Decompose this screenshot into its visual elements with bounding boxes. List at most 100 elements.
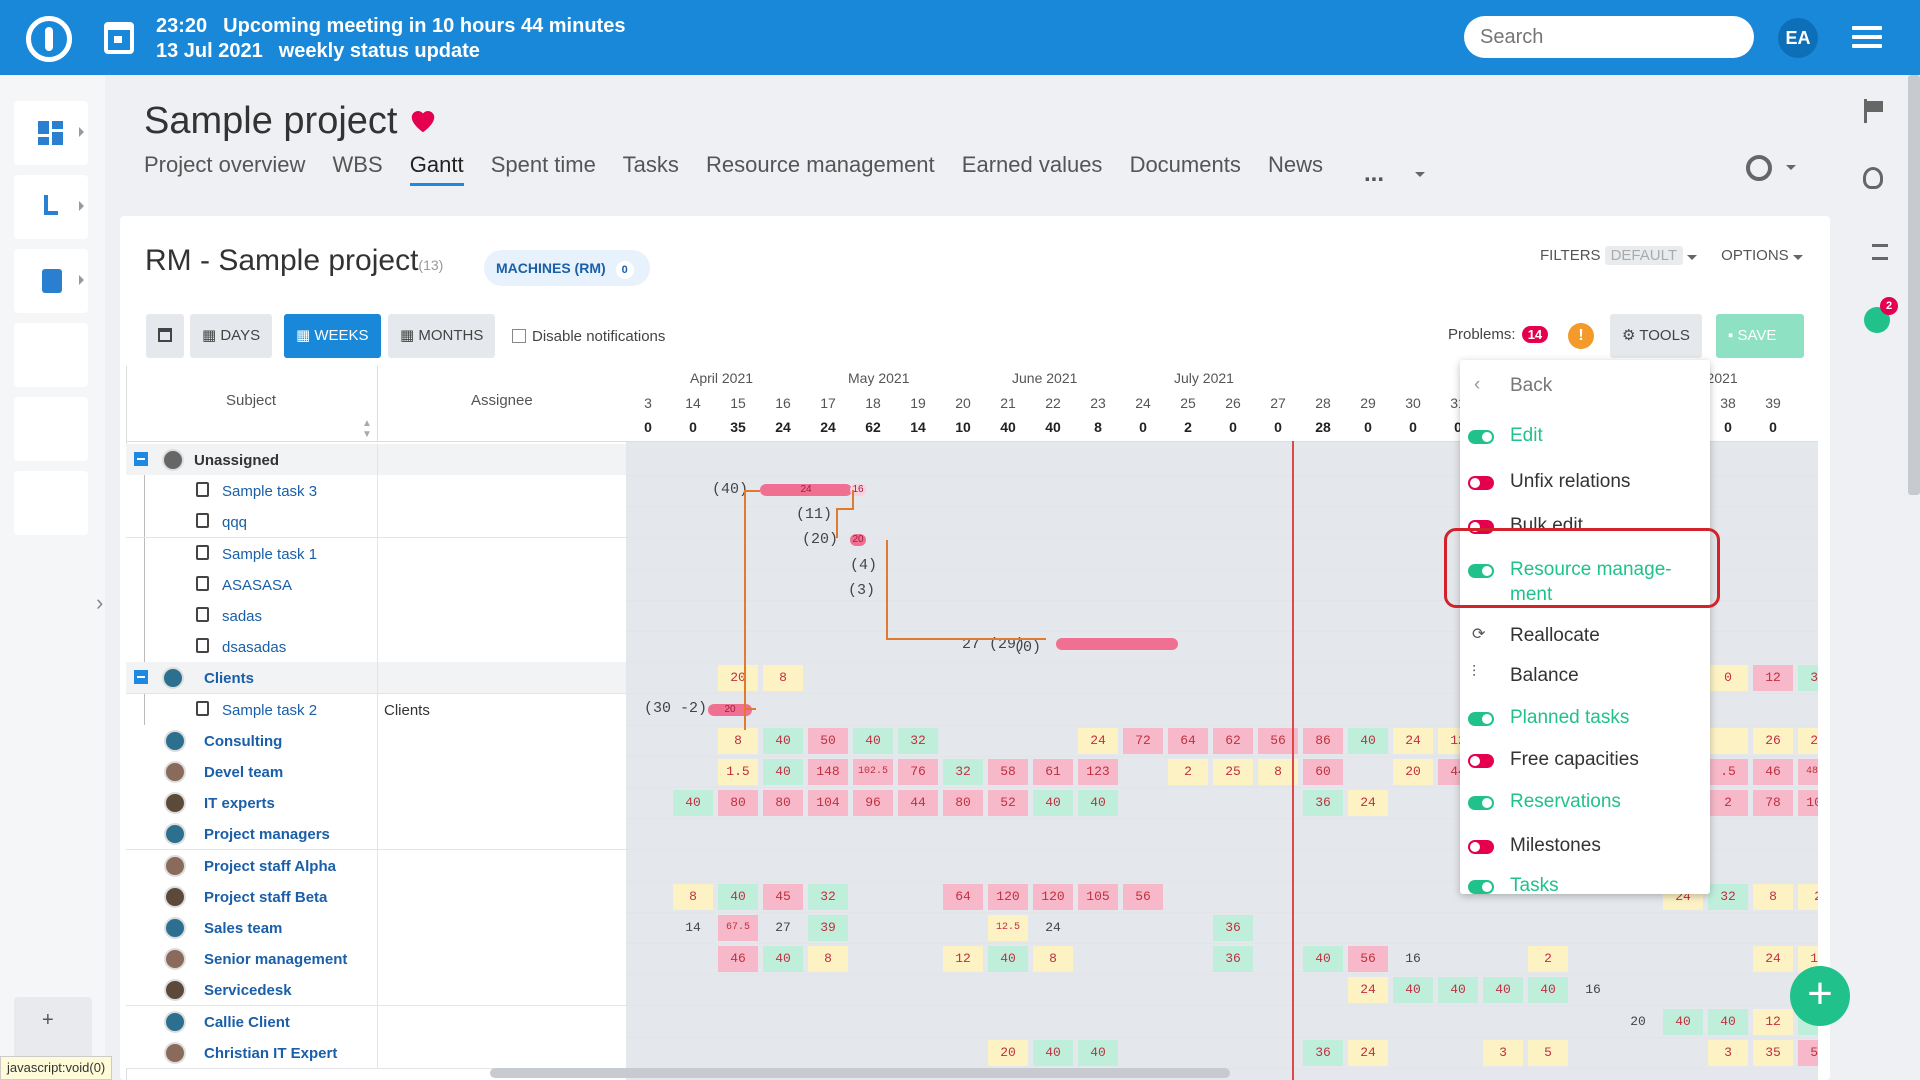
- project-settings-gear-icon[interactable]: [1746, 155, 1772, 181]
- capacity-cell[interactable]: 46: [1753, 759, 1793, 785]
- capacity-cell[interactable]: 8: [718, 727, 758, 754]
- capacity-cell[interactable]: 40: [1033, 790, 1073, 817]
- menu-item-planned-tasks[interactable]: Planned tasks: [1460, 698, 1710, 738]
- menu-item-free-capacities[interactable]: Free capacities: [1460, 740, 1710, 780]
- task-bar[interactable]: 24: [760, 484, 852, 496]
- toggle-off-icon[interactable]: [1468, 754, 1494, 768]
- menu-back[interactable]: ‹ Back: [1474, 374, 1553, 396]
- tab-wbs[interactable]: WBS: [332, 152, 383, 177]
- capacity-cell[interactable]: 24: [1753, 946, 1793, 973]
- capacity-cell[interactable]: 36: [1213, 946, 1253, 973]
- row-label[interactable]: Project staff Alpha: [204, 857, 336, 875]
- capacity-cell[interactable]: 36: [1303, 1039, 1343, 1066]
- capacity-cell[interactable]: 78: [1753, 790, 1793, 817]
- checklist-icon[interactable]: [1862, 241, 1888, 263]
- upcoming-meeting[interactable]: 23:20 Upcoming meeting in 10 hours 44 min…: [156, 14, 625, 64]
- tab-project-overview[interactable]: Project overview: [144, 152, 306, 177]
- capacity-cell[interactable]: 40: [1078, 790, 1118, 817]
- disable-notifications-checkbox[interactable]: Disable notifications: [512, 328, 665, 345]
- capacity-cell[interactable]: 24: [1078, 727, 1118, 754]
- sidebar-empty-slot-3[interactable]: [14, 471, 88, 535]
- capacity-cell[interactable]: 56: [1258, 727, 1298, 754]
- task-bar[interactable]: 20: [850, 534, 866, 546]
- capacity-cell[interactable]: 58: [988, 759, 1028, 785]
- capacity-cell[interactable]: 3: [1708, 1039, 1748, 1066]
- collapse-icon[interactable]: [134, 670, 148, 685]
- capacity-cell[interactable]: 5: [1528, 1039, 1568, 1066]
- tab-earned-values[interactable]: Earned values: [961, 152, 1103, 177]
- capacity-cell[interactable]: 50: [1798, 1039, 1818, 1066]
- capacity-cell[interactable]: 32: [808, 883, 848, 910]
- menu-item-reservations[interactable]: Reservations: [1460, 782, 1710, 822]
- capacity-cell[interactable]: 30: [1798, 665, 1818, 692]
- capacity-cell[interactable]: 45: [763, 883, 803, 910]
- tab-tasks[interactable]: Tasks: [622, 152, 679, 177]
- row-label[interactable]: Sample task 3: [222, 483, 318, 501]
- capacity-cell[interactable]: 16: [1798, 946, 1818, 973]
- calendar-picker-button[interactable]: [146, 314, 184, 358]
- capacity-cell[interactable]: 60: [1303, 759, 1343, 785]
- row-label[interactable]: qqq: [222, 514, 248, 532]
- problems-indicator[interactable]: Problems: 14: [1448, 326, 1549, 343]
- capacity-cell[interactable]: 32: [898, 727, 938, 754]
- capacity-cell[interactable]: 32: [943, 759, 983, 785]
- toggle-on-icon[interactable]: [1468, 880, 1494, 894]
- tab-documents[interactable]: Documents: [1129, 152, 1241, 177]
- toggle-off-icon[interactable]: [1468, 840, 1494, 854]
- capacity-cell[interactable]: 25: [1213, 759, 1253, 785]
- capacity-cell[interactable]: 26: [1753, 727, 1793, 754]
- menu-item-milestones[interactable]: Milestones: [1460, 826, 1710, 866]
- row-label[interactable]: IT experts: [204, 795, 275, 813]
- capacity-cell[interactable]: 80: [943, 790, 983, 817]
- task-bar[interactable]: 20: [708, 704, 752, 716]
- capacity-cell[interactable]: 24: [1348, 1039, 1388, 1066]
- flag-icon[interactable]: [1862, 99, 1884, 123]
- capacity-cell[interactable]: 2: [1528, 946, 1568, 973]
- capacity-cell[interactable]: 40: [1078, 1039, 1118, 1066]
- capacity-cell[interactable]: 120: [1033, 883, 1073, 910]
- sidebar-empty-slot-2[interactable]: [14, 397, 88, 461]
- capacity-cell[interactable]: 27: [775, 920, 791, 935]
- options-button[interactable]: OPTIONS: [1721, 247, 1803, 264]
- row-label[interactable]: Servicedesk: [204, 982, 292, 1000]
- capacity-cell[interactable]: 8: [1033, 946, 1073, 973]
- sort-icon[interactable]: ▲ ▼: [362, 418, 372, 440]
- capacity-cell[interactable]: 40: [1528, 977, 1568, 1004]
- capacity-cell[interactable]: 102.5: [853, 759, 893, 785]
- collapse-icon[interactable]: [134, 452, 148, 466]
- capacity-cell[interactable]: .5: [1708, 759, 1748, 785]
- task-bar[interactable]: 16: [850, 484, 866, 496]
- menu-item-resource-manage[interactable]: Resource manage-ment: [1460, 550, 1710, 605]
- calendar-icon[interactable]: [104, 22, 134, 54]
- menu-item-reallocate[interactable]: ⟳ Reallocate: [1472, 625, 1600, 646]
- capacity-cell[interactable]: 24: [1348, 977, 1388, 1004]
- capacity-cell[interactable]: 12: [943, 946, 983, 973]
- capacity-cell[interactable]: 61: [1033, 759, 1073, 785]
- row-label[interactable]: dsasadas: [222, 639, 287, 657]
- sidebar-tasks-button[interactable]: [14, 249, 88, 313]
- row-label[interactable]: Sales team: [204, 920, 283, 937]
- filters-button[interactable]: FILTERS DEFAULT: [1540, 246, 1697, 265]
- info-icon[interactable]: !: [1568, 323, 1594, 349]
- weeks-button[interactable]: ▦ WEEKS: [284, 314, 381, 358]
- capacity-cell[interactable]: 40: [1708, 1008, 1748, 1035]
- capacity-cell[interactable]: 20: [1393, 759, 1433, 785]
- capacity-cell[interactable]: 56: [1123, 883, 1163, 910]
- hamburger-menu-icon[interactable]: [1852, 26, 1882, 48]
- capacity-cell[interactable]: 40: [853, 727, 893, 754]
- days-button[interactable]: ▦ DAYS: [190, 314, 273, 358]
- tools-button[interactable]: ⚙ TOOLS: [1610, 314, 1702, 358]
- capacity-cell[interactable]: 76: [898, 759, 938, 785]
- user-avatar[interactable]: EA: [1778, 18, 1818, 58]
- toggle-on-icon[interactable]: [1468, 430, 1494, 444]
- capacity-cell[interactable]: 40: [988, 946, 1028, 973]
- sidebar-wbs-button[interactable]: [14, 175, 88, 239]
- capacity-cell[interactable]: 40: [1438, 977, 1478, 1004]
- capacity-cell[interactable]: 148: [808, 759, 848, 785]
- capacity-cell[interactable]: 24: [1348, 790, 1388, 817]
- capacity-cell[interactable]: 0: [1708, 665, 1748, 692]
- capacity-cell[interactable]: 64: [1168, 727, 1208, 754]
- capacity-cell[interactable]: 123: [1078, 759, 1118, 785]
- assignee-header[interactable]: Assignee: [471, 392, 533, 409]
- menu-item-edit[interactable]: Edit: [1460, 416, 1710, 456]
